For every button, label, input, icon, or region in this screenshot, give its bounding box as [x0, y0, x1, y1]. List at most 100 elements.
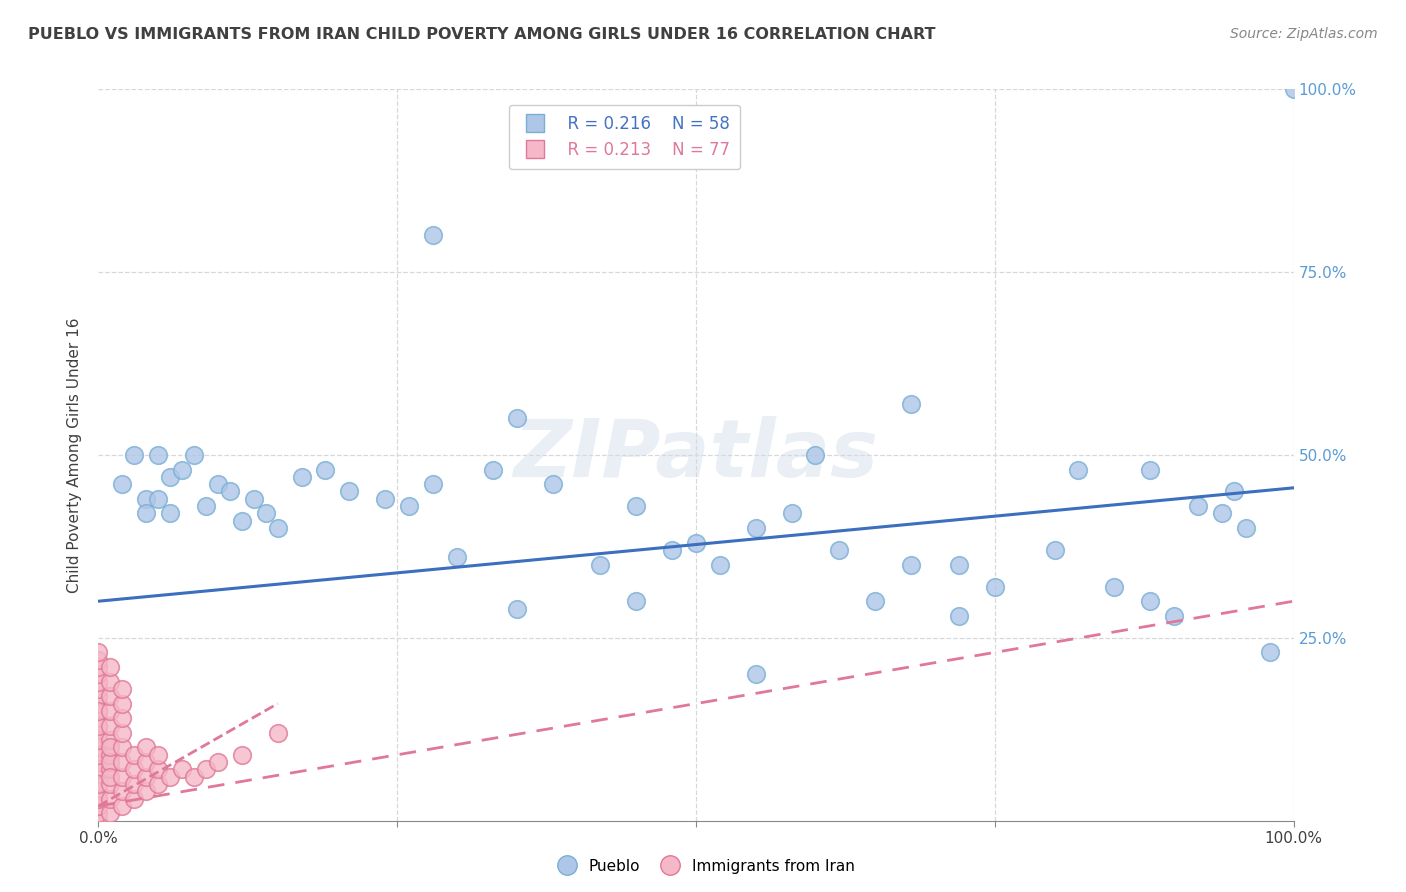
Point — [98, 704, 122, 718]
Point — [87, 777, 110, 791]
Point — [1067, 462, 1090, 476]
Point — [207, 477, 229, 491]
Point — [159, 507, 181, 521]
Point — [398, 499, 420, 513]
Point — [111, 799, 134, 814]
Point — [87, 733, 110, 747]
Text: ZIPatlas: ZIPatlas — [513, 416, 879, 494]
Point — [148, 777, 170, 791]
Point — [1139, 594, 1161, 608]
Point — [87, 740, 110, 755]
Point — [422, 228, 444, 243]
Point — [148, 747, 170, 762]
Point — [194, 499, 218, 513]
Point — [111, 681, 134, 696]
Point — [626, 594, 648, 608]
Point — [124, 777, 146, 791]
Point — [589, 558, 612, 572]
Point — [506, 601, 529, 615]
Point — [111, 697, 134, 711]
Point — [231, 747, 253, 762]
Point — [98, 791, 122, 805]
Point — [984, 580, 1007, 594]
Point — [148, 763, 170, 777]
Point — [98, 690, 122, 704]
Point — [291, 470, 314, 484]
Point — [111, 770, 134, 784]
Point — [87, 740, 110, 755]
Point — [1187, 499, 1209, 513]
Point — [315, 462, 337, 476]
Point — [87, 755, 110, 769]
Point — [900, 558, 922, 572]
Point — [339, 484, 360, 499]
Point — [183, 448, 205, 462]
Point — [98, 718, 122, 732]
Point — [780, 507, 803, 521]
Point — [267, 726, 290, 740]
Point — [1139, 462, 1161, 476]
Point — [148, 448, 170, 462]
Point — [135, 770, 157, 784]
Point — [87, 711, 110, 725]
Point — [135, 755, 157, 769]
Point — [87, 726, 110, 740]
Point — [231, 514, 253, 528]
Point — [948, 608, 970, 623]
Point — [111, 726, 134, 740]
Text: Source: ZipAtlas.com: Source: ZipAtlas.com — [1230, 27, 1378, 41]
Point — [1163, 608, 1185, 623]
Point — [87, 763, 110, 777]
Point — [124, 448, 146, 462]
Point — [1043, 543, 1066, 558]
Point — [87, 814, 110, 828]
Point — [87, 653, 110, 667]
Point — [87, 799, 110, 814]
Point — [87, 704, 110, 718]
Point — [111, 711, 134, 725]
Point — [254, 507, 277, 521]
Point — [98, 777, 122, 791]
Point — [98, 740, 122, 755]
Point — [87, 645, 110, 659]
Point — [135, 784, 157, 798]
Point — [135, 491, 157, 506]
Point — [900, 397, 922, 411]
Point — [159, 770, 181, 784]
Point — [87, 697, 110, 711]
Point — [135, 507, 157, 521]
Point — [111, 784, 134, 798]
Point — [87, 799, 110, 814]
Point — [1258, 645, 1281, 659]
Point — [446, 550, 468, 565]
Point — [804, 448, 827, 462]
Point — [87, 667, 110, 681]
Point — [87, 690, 110, 704]
Point — [87, 681, 110, 696]
Point — [87, 718, 110, 732]
Point — [1282, 82, 1305, 96]
Point — [87, 777, 110, 791]
Point — [172, 763, 194, 777]
Point — [87, 747, 110, 762]
Point — [98, 806, 122, 821]
Point — [243, 491, 266, 506]
Point — [1234, 521, 1257, 535]
Point — [98, 674, 122, 689]
Point — [135, 740, 157, 755]
Point — [1102, 580, 1125, 594]
Point — [87, 806, 110, 821]
Point — [87, 674, 110, 689]
Point — [374, 491, 396, 506]
Point — [87, 763, 110, 777]
Point — [124, 791, 146, 805]
Point — [709, 558, 731, 572]
Point — [267, 521, 290, 535]
Point — [159, 470, 181, 484]
Point — [111, 477, 134, 491]
Point — [87, 733, 110, 747]
Point — [98, 755, 122, 769]
Point — [87, 718, 110, 732]
Point — [506, 411, 529, 425]
Point — [87, 770, 110, 784]
